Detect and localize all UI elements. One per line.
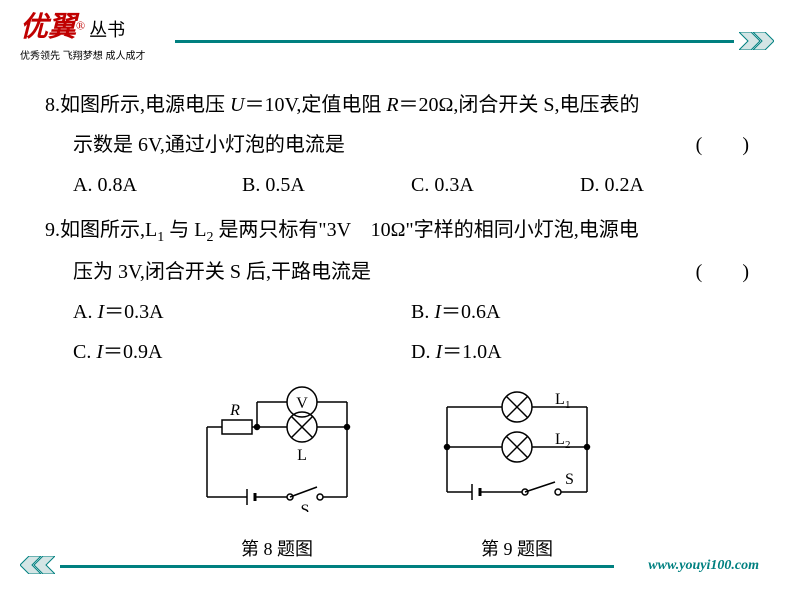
l1-sub: 1 — [565, 399, 571, 411]
diagram-8: V R L — [187, 382, 367, 567]
r-label: R — [229, 402, 240, 419]
q8-line2: 示数是 6V,通过小灯泡的电流是 ( ) — [45, 125, 749, 165]
q9-opt-d: D. I＝1.0A — [411, 332, 749, 372]
q9-paren: ( ) — [669, 252, 749, 292]
q9-line1: 9.如图所示,L1 与 L2 是两只标有"3V 10Ω"字样的相同小灯泡,电源电 — [45, 210, 749, 252]
q9-line2: 压为 3V,闭合开关 S 后,干路电流是 ( ) — [45, 252, 749, 292]
l2-label: L — [555, 431, 565, 448]
circuit-8-svg: V R L — [187, 382, 367, 512]
q9-opt-a: A. I＝0.3A — [73, 292, 411, 332]
logo-tagline: 优秀领先 飞翔梦想 成人成才 — [20, 47, 146, 62]
q9-num: 9. — [45, 219, 60, 241]
q8-line1: 8.如图所示,电源电压 U＝10V,定值电阻 R＝20Ω,闭合开关 S,电压表的 — [45, 85, 749, 125]
l1-label: L — [555, 391, 565, 408]
diagrams-row: V R L — [45, 382, 749, 567]
footer-divider — [60, 565, 614, 568]
q9-options-row2: C. I＝0.9A D. I＝1.0A — [45, 332, 749, 372]
question-9: 9.如图所示,L1 与 L2 是两只标有"3V 10Ω"字样的相同小灯泡,电源电… — [45, 210, 749, 372]
logo-sub: 丛书 — [89, 20, 125, 40]
q9-text1: 如图所示,L1 与 L2 是两只标有"3V 10Ω"字样的相同小灯泡,电源电 — [60, 219, 639, 241]
q9-text2: 压为 3V,闭合开关 S 后,干路电流是 — [73, 252, 669, 292]
q9-opt-b: B. I＝0.6A — [411, 292, 749, 332]
q8-opt-c: C. 0.3A — [411, 165, 580, 205]
header-divider — [175, 40, 734, 43]
footer-url: www.youyi100.com — [648, 558, 759, 574]
voltmeter-label: V — [296, 395, 308, 412]
diagram-9: L 1 L 2 — [427, 382, 607, 567]
question-8: 8.如图所示,电源电压 U＝10V,定值电阻 R＝20Ω,闭合开关 S,电压表的… — [45, 85, 749, 205]
q8-text1: 如图所示,电源电压 U＝10V,定值电阻 R＝20Ω,闭合开关 S,电压表的 — [60, 94, 640, 116]
q9-options-row1: A. I＝0.3A B. I＝0.6A — [45, 292, 749, 332]
logo-area: 优翼® 丛书 优秀领先 飞翔梦想 成人成才 — [20, 5, 774, 62]
q8-options: A. 0.8A B. 0.5A C. 0.3A D. 0.2A — [45, 165, 749, 205]
s9-label: S — [565, 471, 574, 488]
logo-block: 优翼® 丛书 优秀领先 飞翔梦想 成人成才 — [20, 5, 146, 62]
footer-arrow-icon — [20, 556, 55, 574]
l-label: L — [297, 447, 307, 464]
logo-main: 优翼 — [20, 11, 76, 42]
logo-reg: ® — [76, 19, 85, 33]
q8-opt-b: B. 0.5A — [242, 165, 411, 205]
q8-opt-d: D. 0.2A — [580, 165, 749, 205]
q8-text2: 示数是 6V,通过小灯泡的电流是 — [73, 125, 669, 165]
q8-opt-a: A. 0.8A — [73, 165, 242, 205]
s-label: S — [301, 502, 310, 512]
header: 优翼® 丛书 优秀领先 飞翔梦想 成人成才 — [0, 0, 794, 70]
q8-num: 8. — [45, 94, 60, 116]
q8-paren: ( ) — [669, 125, 749, 165]
footer: www.youyi100.com — [0, 556, 794, 576]
circuit-9-svg: L 1 L 2 — [427, 382, 607, 512]
content-area: 8.如图所示,电源电压 U＝10V,定值电阻 R＝20Ω,闭合开关 S,电压表的… — [0, 70, 794, 577]
q9-opt-c: C. I＝0.9A — [73, 332, 411, 372]
header-arrow-icon — [739, 32, 774, 50]
l2-sub: 2 — [565, 439, 571, 451]
